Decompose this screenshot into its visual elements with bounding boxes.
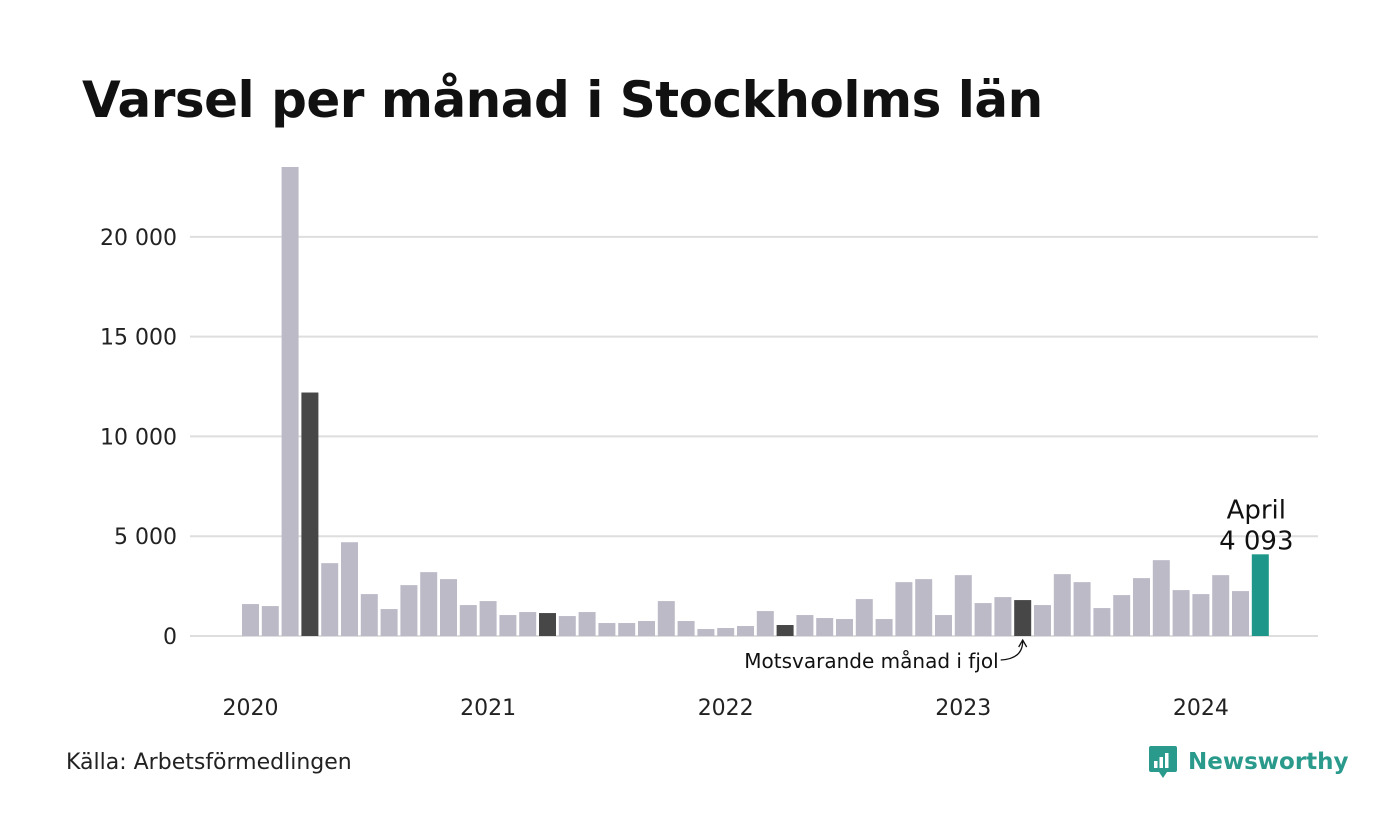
bar [638, 621, 655, 636]
bar [341, 542, 358, 636]
bar-same-month [1014, 600, 1032, 636]
bar [618, 623, 636, 636]
bar [855, 599, 873, 636]
bar-same-month [539, 613, 556, 636]
bar [558, 616, 576, 636]
bar [1172, 590, 1190, 636]
y-tick-label: 10 000 [100, 425, 177, 450]
x-tick-label: 2024 [1173, 696, 1229, 721]
bar [1212, 575, 1230, 636]
chart-title: Varsel per månad i Stockholms län [82, 71, 1043, 129]
latest-month-label: April [1227, 495, 1286, 525]
bar [242, 604, 259, 636]
bar [479, 601, 497, 636]
bar [816, 618, 834, 636]
bar [915, 579, 933, 636]
bar [1152, 560, 1170, 636]
bar [400, 585, 418, 636]
bar [737, 626, 754, 636]
latest-month-value: 4 093 [1219, 526, 1293, 556]
bar [954, 575, 972, 636]
gridlines [190, 235, 1318, 637]
bar [578, 612, 596, 636]
y-tick-label: 15 000 [100, 326, 177, 351]
bar [1192, 594, 1210, 636]
bar [1133, 578, 1150, 636]
bar [1073, 582, 1091, 636]
x-tick-label: 2022 [698, 696, 754, 721]
bar [935, 615, 952, 636]
brand-name: Newsworthy [1188, 749, 1349, 775]
source-note: Källa: Arbetsförmedlingen [66, 750, 352, 775]
y-axis-tick-labels: 0 5 000 10 000 15 000 20 000 [100, 226, 177, 650]
y-tick-label: 20 000 [100, 226, 177, 251]
bar [1093, 608, 1111, 636]
bar [519, 612, 537, 636]
x-tick-label: 2021 [460, 696, 516, 721]
bar [895, 582, 913, 636]
bar [717, 628, 735, 636]
bar [677, 621, 695, 636]
bar [499, 615, 517, 636]
x-axis-tick-labels: 2020 2021 2022 2023 2024 [223, 696, 1229, 721]
bar-same-month [776, 625, 794, 636]
bar-latest [1251, 554, 1269, 636]
x-tick-label: 2020 [223, 696, 279, 721]
bar [836, 619, 853, 636]
bar [1053, 574, 1071, 636]
bar [994, 597, 1012, 636]
bar [440, 579, 457, 636]
brand-logo: Newsworthy [1148, 744, 1349, 780]
bar [1113, 595, 1131, 636]
bar [974, 603, 992, 636]
bar [697, 629, 715, 636]
bar [598, 623, 616, 636]
bar [1034, 605, 1051, 636]
annotation-arrowhead [1018, 638, 1028, 648]
bar [360, 594, 378, 636]
bar [261, 606, 279, 636]
bar [796, 615, 814, 636]
bar [420, 572, 438, 636]
bar [657, 601, 675, 636]
bar [380, 609, 398, 636]
x-tick-label: 2023 [935, 696, 991, 721]
bar [459, 605, 477, 636]
newsworthy-logo-icon [1149, 746, 1177, 778]
bar [875, 619, 893, 636]
bars [242, 167, 1269, 636]
y-tick-label: 0 [163, 625, 177, 650]
bar [281, 167, 299, 636]
bar [321, 563, 339, 636]
bar [756, 611, 774, 636]
same-month-annotation: Motsvarande månad i fjol [744, 649, 998, 673]
y-tick-label: 5 000 [114, 525, 177, 550]
bar [1232, 591, 1249, 636]
bar-same-month [301, 392, 319, 636]
annotation-arrow [1000, 640, 1024, 661]
